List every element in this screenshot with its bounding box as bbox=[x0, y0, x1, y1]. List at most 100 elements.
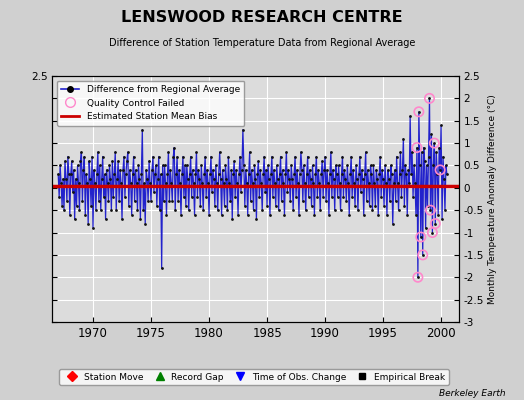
Point bbox=[224, 153, 233, 160]
Point bbox=[351, 202, 359, 209]
Point bbox=[443, 171, 451, 178]
Point bbox=[361, 171, 369, 178]
Point bbox=[346, 171, 354, 178]
Point bbox=[162, 212, 171, 218]
Point bbox=[289, 207, 297, 213]
Point bbox=[208, 189, 216, 196]
Point bbox=[312, 153, 321, 160]
Point bbox=[217, 212, 226, 218]
Point bbox=[147, 198, 155, 204]
Point bbox=[207, 153, 215, 160]
Point bbox=[426, 207, 434, 213]
Point bbox=[316, 207, 324, 213]
Point bbox=[389, 220, 397, 227]
Point bbox=[74, 180, 83, 186]
Point bbox=[152, 202, 161, 209]
Point bbox=[189, 180, 198, 186]
Point bbox=[122, 171, 130, 178]
Point bbox=[335, 180, 344, 186]
Point bbox=[93, 171, 101, 178]
Point bbox=[146, 180, 154, 186]
Point bbox=[319, 194, 328, 200]
Point bbox=[59, 176, 67, 182]
Point bbox=[70, 216, 79, 222]
Point bbox=[390, 167, 399, 173]
Point bbox=[179, 153, 187, 160]
Point bbox=[265, 176, 273, 182]
Point bbox=[116, 167, 124, 173]
Point bbox=[216, 176, 225, 182]
Point bbox=[409, 194, 417, 200]
Point bbox=[239, 126, 247, 133]
Point bbox=[285, 176, 293, 182]
Point bbox=[262, 167, 270, 173]
Point bbox=[282, 149, 291, 155]
Point bbox=[384, 167, 392, 173]
Point bbox=[426, 207, 434, 213]
Point bbox=[62, 176, 70, 182]
Point bbox=[253, 171, 261, 178]
Point bbox=[271, 202, 280, 209]
Point bbox=[176, 180, 184, 186]
Point bbox=[294, 180, 302, 186]
Point bbox=[404, 167, 412, 173]
Point bbox=[436, 167, 444, 173]
Point bbox=[121, 194, 129, 200]
Point bbox=[112, 207, 121, 213]
Point bbox=[436, 167, 444, 173]
Point bbox=[70, 167, 78, 173]
Point bbox=[428, 229, 436, 236]
Point bbox=[212, 162, 220, 169]
Point bbox=[205, 212, 213, 218]
Point bbox=[230, 158, 238, 164]
Point bbox=[104, 198, 113, 204]
Point bbox=[307, 176, 315, 182]
Point bbox=[163, 171, 172, 178]
Point bbox=[78, 198, 86, 204]
Point bbox=[143, 176, 151, 182]
Point bbox=[165, 198, 173, 204]
Point bbox=[66, 212, 74, 218]
Point bbox=[433, 171, 441, 178]
Point bbox=[213, 180, 221, 186]
Point bbox=[249, 207, 258, 213]
Point bbox=[164, 149, 172, 155]
Y-axis label: Monthly Temperature Anomaly Difference (°C): Monthly Temperature Anomaly Difference (… bbox=[488, 94, 497, 304]
Point bbox=[231, 194, 239, 200]
Point bbox=[255, 194, 264, 200]
Point bbox=[223, 207, 232, 213]
Point bbox=[438, 216, 446, 222]
Point bbox=[172, 171, 180, 178]
Point bbox=[363, 198, 371, 204]
Point bbox=[326, 149, 335, 155]
Point bbox=[118, 216, 126, 222]
Point bbox=[200, 171, 209, 178]
Point bbox=[322, 198, 330, 204]
Point bbox=[414, 108, 423, 115]
Point bbox=[235, 171, 243, 178]
Point bbox=[68, 158, 76, 164]
Point bbox=[423, 202, 432, 209]
Point bbox=[386, 198, 394, 204]
Point bbox=[182, 162, 191, 169]
Point bbox=[354, 207, 362, 213]
Point bbox=[135, 176, 144, 182]
Point bbox=[245, 149, 254, 155]
Point bbox=[358, 176, 367, 182]
Point bbox=[374, 212, 383, 218]
Point bbox=[209, 167, 217, 173]
Point bbox=[401, 162, 410, 169]
Point bbox=[219, 167, 227, 173]
Point bbox=[252, 176, 260, 182]
Point bbox=[342, 198, 351, 204]
Point bbox=[56, 162, 64, 169]
Point bbox=[337, 171, 346, 178]
Point bbox=[417, 234, 425, 240]
Point bbox=[79, 167, 88, 173]
Point bbox=[419, 252, 427, 258]
Point bbox=[422, 162, 431, 169]
Point bbox=[284, 167, 292, 173]
Point bbox=[292, 194, 300, 200]
Point bbox=[303, 153, 312, 160]
Point bbox=[276, 153, 285, 160]
